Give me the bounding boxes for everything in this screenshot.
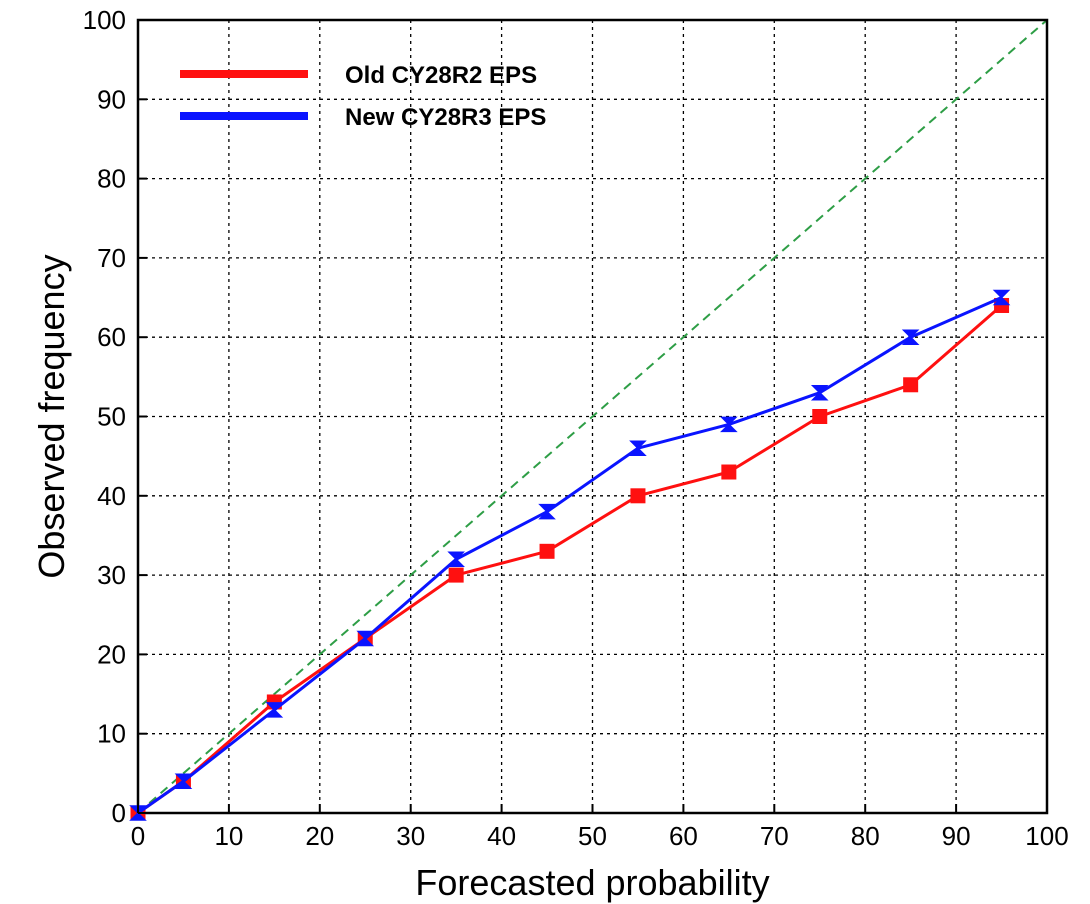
x-tick-label: 30: [396, 821, 425, 851]
data-point-square: [721, 464, 737, 480]
data-point-square: [630, 488, 646, 504]
data-point-hourglass: [810, 384, 829, 401]
legend: Old CY28R2 EPS New CY28R3 EPS: [180, 62, 546, 131]
series-layer: [129, 289, 1011, 821]
x-tick-label: 80: [851, 821, 880, 851]
series-1: [130, 297, 1010, 821]
grid: [138, 20, 1047, 813]
y-axis-title: Observed frequency: [31, 254, 72, 578]
y-tick-label: 80: [97, 164, 126, 194]
data-point-square: [448, 567, 464, 583]
diagonal-reference-line: [137, 19, 1048, 814]
x-tick-label: 40: [487, 821, 516, 851]
data-point-hourglass: [629, 440, 647, 456]
data-point-hourglass: [265, 702, 284, 718]
x-tick-label: 0: [131, 821, 145, 851]
x-axis-title: Forecasted probability: [415, 862, 769, 903]
y-tick-label: 100: [83, 5, 126, 35]
y-tick-label: 40: [97, 481, 126, 511]
data-point-hourglass: [538, 503, 556, 520]
data-point-hourglass: [174, 773, 193, 790]
series-2: [129, 289, 1011, 821]
x-tick-label: 70: [760, 821, 789, 851]
x-tick-label: 20: [305, 821, 334, 851]
y-tick-label: 50: [97, 402, 126, 432]
data-point-hourglass: [356, 630, 375, 647]
data-point-square: [812, 409, 828, 424]
x-tick-label: 50: [578, 821, 607, 851]
data-point-hourglass: [447, 551, 465, 567]
y-tick-label: 20: [97, 639, 126, 669]
x-tick-label: 100: [1025, 821, 1068, 851]
legend-label: Old CY28R2 EPS: [345, 62, 537, 89]
y-tick-label: 60: [97, 322, 126, 352]
data-point-hourglass: [901, 329, 920, 345]
y-tick-label: 0: [112, 798, 126, 828]
data-point-square: [539, 543, 555, 559]
y-tick-label: 30: [97, 560, 126, 590]
x-tick-label: 90: [942, 821, 971, 851]
legend-label: New CY28R3 EPS: [345, 104, 546, 131]
series-line: [137, 304, 1003, 815]
data-point-hourglass: [720, 416, 738, 433]
x-axis-ticks: 0 10 20 30 40 50 60 70 80 90 100: [131, 804, 1069, 851]
series-line: [137, 296, 1003, 815]
x-tick-label: 60: [669, 821, 698, 851]
y-tick-label: 90: [97, 84, 126, 114]
data-point-hourglass: [992, 289, 1011, 306]
y-tick-label: 10: [97, 719, 126, 749]
y-axis-ticks: 0 10 20 30 40 50 60 70 80 90 100: [83, 5, 147, 828]
data-point-square: [903, 377, 919, 393]
y-tick-label: 70: [97, 243, 126, 273]
x-tick-label: 10: [214, 821, 243, 851]
